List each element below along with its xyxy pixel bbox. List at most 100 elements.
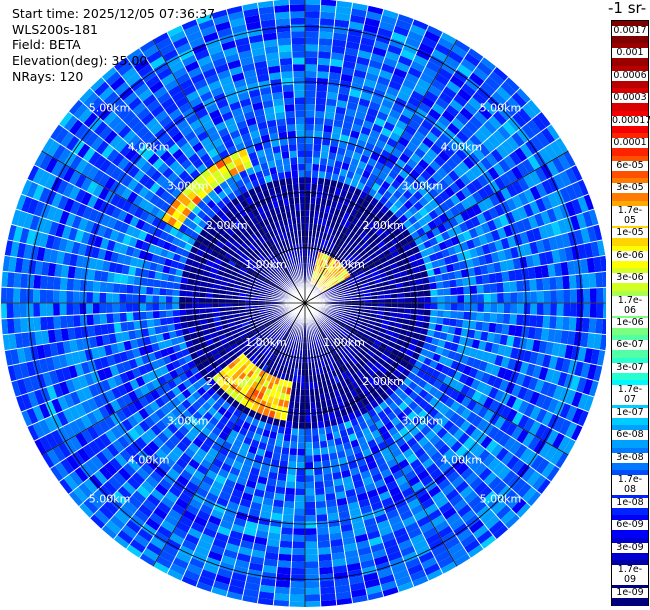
data-cell — [314, 124, 324, 132]
data-cell — [544, 144, 558, 161]
data-cell — [212, 580, 230, 592]
data-cell — [74, 229, 85, 243]
data-cell — [332, 32, 348, 41]
data-cell — [474, 224, 485, 237]
data-cell — [440, 31, 458, 45]
data-cell — [536, 90, 553, 107]
data-cell — [476, 174, 489, 188]
data-cell — [387, 232, 397, 241]
data-cell — [256, 604, 274, 607]
data-cell — [305, 223, 310, 231]
data-cell — [337, 334, 345, 341]
data-cell — [199, 308, 207, 315]
data-cell — [356, 351, 365, 360]
data-cell — [261, 371, 269, 380]
data-cell — [497, 303, 504, 314]
data-cell — [289, 326, 295, 334]
data-cell — [483, 293, 491, 303]
data-cell — [107, 323, 115, 335]
data-cell — [305, 4, 321, 12]
data-cell — [38, 419, 51, 436]
data-cell — [500, 140, 515, 155]
data-cell — [339, 80, 352, 89]
data-cell — [236, 360, 244, 369]
data-cell — [1, 383, 9, 402]
data-cell — [327, 405, 335, 414]
data-cell — [207, 515, 222, 526]
data-cell — [325, 272, 332, 279]
data-cell — [229, 390, 239, 400]
data-cell — [311, 264, 316, 271]
data-cell — [140, 432, 153, 445]
data-cell — [263, 321, 271, 327]
data-cell — [278, 466, 288, 475]
data-cell — [145, 517, 161, 532]
data-cell — [266, 416, 275, 425]
data-cell — [59, 210, 70, 226]
data-cell — [435, 250, 444, 260]
data-cell — [462, 230, 473, 242]
data-cell — [362, 208, 372, 218]
data-cell — [332, 260, 339, 267]
data-cell — [332, 281, 340, 287]
data-cell — [500, 237, 510, 250]
data-cell — [115, 231, 126, 244]
data-cell — [364, 482, 377, 493]
data-cell — [506, 455, 520, 470]
data-cell — [431, 490, 446, 504]
data-cell — [422, 283, 431, 291]
data-cell — [217, 468, 230, 479]
data-cell — [48, 370, 59, 385]
data-cell — [305, 422, 312, 429]
data-cell — [305, 236, 309, 244]
data-cell — [468, 320, 477, 330]
data-cell — [175, 551, 192, 564]
data-cell — [305, 508, 317, 516]
data-cell — [432, 216, 443, 227]
data-cell — [255, 281, 263, 287]
data-cell — [364, 17, 381, 28]
data-cell — [456, 311, 464, 320]
data-cell — [348, 367, 356, 376]
data-cell — [577, 410, 590, 428]
data-cell — [110, 399, 122, 413]
data-cell — [79, 523, 97, 540]
data-cell — [506, 136, 520, 151]
data-cell — [372, 46, 387, 57]
data-cell — [128, 236, 138, 248]
data-cell — [247, 332, 255, 340]
data-cell — [450, 440, 463, 454]
data-cell — [490, 303, 498, 314]
data-cell — [391, 492, 405, 503]
data-cell — [554, 234, 565, 250]
data-cell — [407, 273, 416, 281]
data-cell — [342, 347, 350, 355]
data-cell — [256, 352, 264, 360]
data-cell — [77, 349, 88, 364]
data-cell — [123, 254, 132, 266]
data-cell — [400, 49, 416, 61]
data-cell — [332, 166, 342, 175]
data-cell — [395, 437, 407, 448]
data-cell — [165, 295, 173, 303]
data-cell — [16, 210, 28, 228]
data-cell — [149, 470, 164, 484]
data-cell — [477, 200, 489, 213]
data-cell — [281, 358, 287, 367]
data-cell — [541, 461, 556, 479]
data-cell — [460, 395, 472, 408]
data-cell — [62, 182, 75, 198]
data-cell — [330, 132, 341, 141]
data-cell — [365, 326, 374, 333]
data-cell — [468, 227, 479, 239]
data-cell — [338, 256, 345, 264]
data-cell — [331, 173, 340, 182]
data-cell — [351, 327, 359, 333]
data-cell — [516, 87, 532, 104]
data-cell — [324, 336, 331, 344]
data-cell — [486, 219, 497, 232]
data-cell — [150, 424, 163, 437]
data-cell — [362, 388, 372, 398]
data-cell — [330, 322, 338, 328]
data-cell — [521, 486, 537, 503]
